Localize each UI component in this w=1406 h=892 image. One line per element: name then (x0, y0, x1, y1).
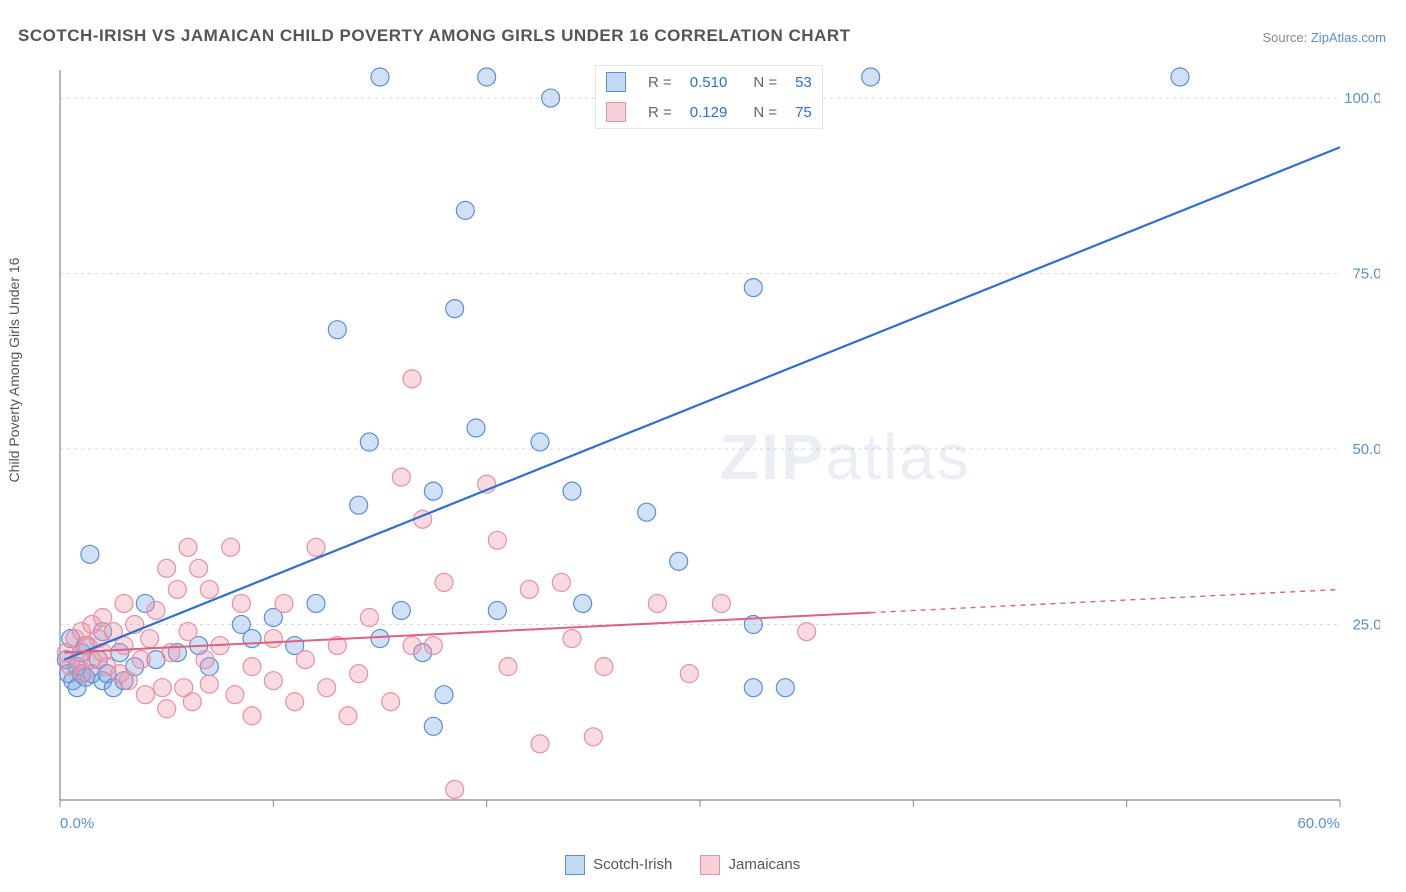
source-link[interactable]: ZipAtlas.com (1311, 30, 1386, 45)
svg-text:0.0%: 0.0% (60, 815, 94, 832)
svg-text:100.0%: 100.0% (1344, 90, 1380, 107)
svg-text:60.0%: 60.0% (1297, 815, 1340, 832)
source-label: Source: ZipAtlas.com (1262, 30, 1386, 45)
svg-text:50.0%: 50.0% (1352, 441, 1380, 458)
chart-title: SCOTCH-IRISH VS JAMAICAN CHILD POVERTY A… (18, 26, 851, 46)
legend-item: Jamaicans (700, 856, 800, 873)
correlation-legend: R =0.510 N =53 R =0.129 N =75 (595, 65, 823, 129)
legend-item: Scotch-Irish (565, 856, 672, 873)
series-legend: Scotch-Irish Jamaicans (565, 855, 828, 875)
svg-text:25.0%: 25.0% (1352, 617, 1380, 634)
y-axis-label: Child Poverty Among Girls Under 16 (6, 220, 22, 520)
chart-area: 25.0% 50.0% 75.0% 100.0% 0.0% 60.0% (50, 60, 1380, 850)
svg-text:75.0%: 75.0% (1352, 266, 1380, 283)
